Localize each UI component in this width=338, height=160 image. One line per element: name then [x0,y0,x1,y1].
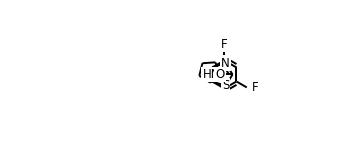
Text: N: N [221,57,230,70]
Text: F: F [221,38,227,51]
Text: O: O [216,68,225,81]
Text: S: S [222,79,229,92]
Text: F: F [252,81,259,94]
Text: HN: HN [202,68,220,81]
